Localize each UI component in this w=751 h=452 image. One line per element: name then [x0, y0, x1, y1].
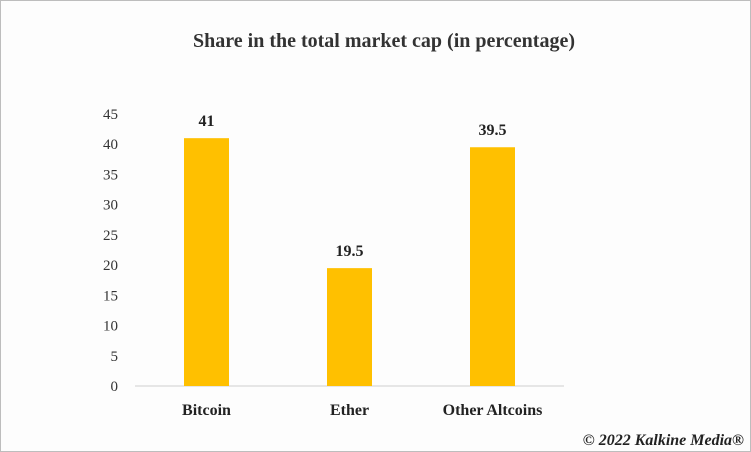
data-label: 39.5 — [479, 122, 507, 139]
y-tick-label: 15 — [103, 288, 118, 304]
bar — [184, 138, 229, 386]
y-tick-label: 5 — [111, 349, 119, 365]
y-tick-label: 40 — [103, 137, 118, 153]
category-label: Other Altcoins — [443, 402, 543, 419]
bar — [327, 268, 372, 386]
y-tick-label: 30 — [103, 198, 118, 214]
bar — [470, 147, 515, 386]
y-tick-label: 20 — [103, 258, 118, 274]
y-tick-label: 35 — [103, 167, 118, 183]
y-tick-label: 25 — [103, 228, 118, 244]
bars — [184, 138, 515, 386]
data-labels: 41 19.5 39.5 — [199, 113, 507, 260]
data-label: 41 — [199, 113, 215, 130]
category-label: Ether — [330, 402, 369, 419]
y-tick-label: 10 — [103, 319, 118, 335]
chart-title: Share in the total market cap (in percen… — [193, 30, 575, 52]
y-axis-ticks: 0 5 10 15 20 25 30 35 40 45 — [103, 107, 118, 395]
category-labels: Bitcoin Ether Other Altcoins — [182, 402, 542, 419]
y-tick-label: 45 — [103, 107, 118, 123]
category-label: Bitcoin — [182, 402, 231, 419]
copyright-text: © 2022 Kalkine Media® — [583, 432, 744, 449]
data-label: 19.5 — [336, 243, 364, 260]
y-tick-label: 0 — [111, 379, 119, 395]
